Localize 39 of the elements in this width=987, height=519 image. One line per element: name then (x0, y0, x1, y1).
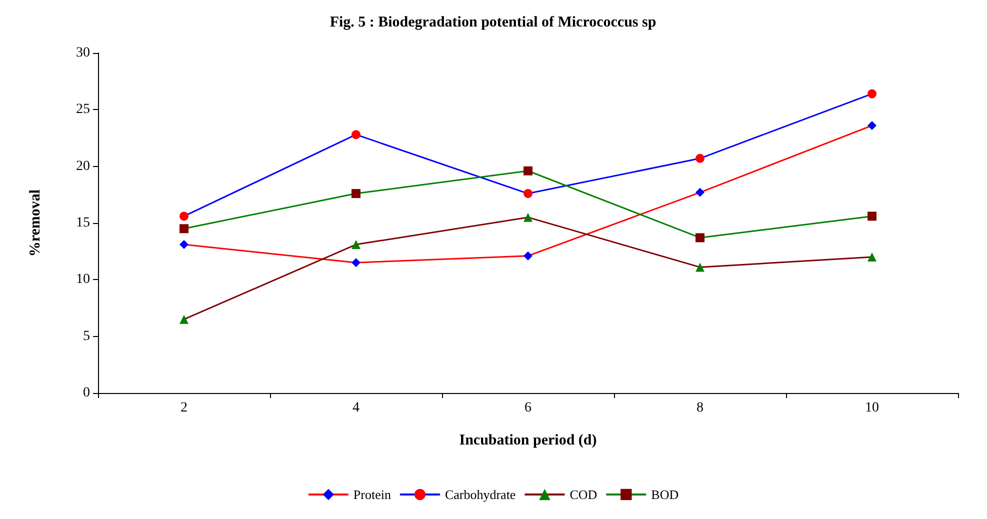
point (524, 212, 532, 222)
legend-label: Protein (353, 487, 392, 502)
x-tick-label: 10 (865, 400, 879, 416)
y-tick-label: 15 (76, 216, 90, 230)
point (868, 121, 876, 130)
y-tick-label: 20 (76, 158, 90, 174)
chart-title: Fig. 5 : Biodegradation potential of Micrococcus sp (330, 14, 656, 30)
legend-label: BOD (651, 487, 679, 502)
y-tick-label: 5 (83, 328, 90, 344)
point (696, 154, 704, 163)
point (524, 166, 532, 176)
point (180, 224, 188, 234)
point (524, 251, 532, 260)
point (868, 212, 876, 221)
point (696, 262, 704, 272)
y-tick-label: 0 (83, 386, 90, 400)
x-tick-label: 8 (696, 400, 704, 416)
legend-label: Carbohydrate (444, 487, 516, 502)
point (352, 258, 360, 268)
y-tick-label: 25 (76, 102, 90, 118)
point (868, 252, 876, 262)
point (696, 188, 704, 197)
point (352, 240, 360, 250)
legend-label: COD (570, 487, 598, 502)
x-tick-label: 6 (524, 400, 532, 416)
y-axis-title: %removal (28, 189, 44, 257)
point (524, 189, 532, 198)
point (180, 212, 188, 221)
x-axis-title: Incubation period (d) (459, 432, 597, 448)
x-tick-label: 4 (352, 400, 360, 416)
y-tick-label: 10 (76, 272, 90, 288)
point (696, 233, 704, 242)
point (180, 240, 188, 250)
point (180, 314, 188, 324)
point (352, 130, 360, 140)
x-tick-label: 2 (180, 400, 188, 416)
point (352, 189, 360, 198)
point (868, 89, 876, 98)
y-tick-label: 30 (76, 46, 90, 60)
